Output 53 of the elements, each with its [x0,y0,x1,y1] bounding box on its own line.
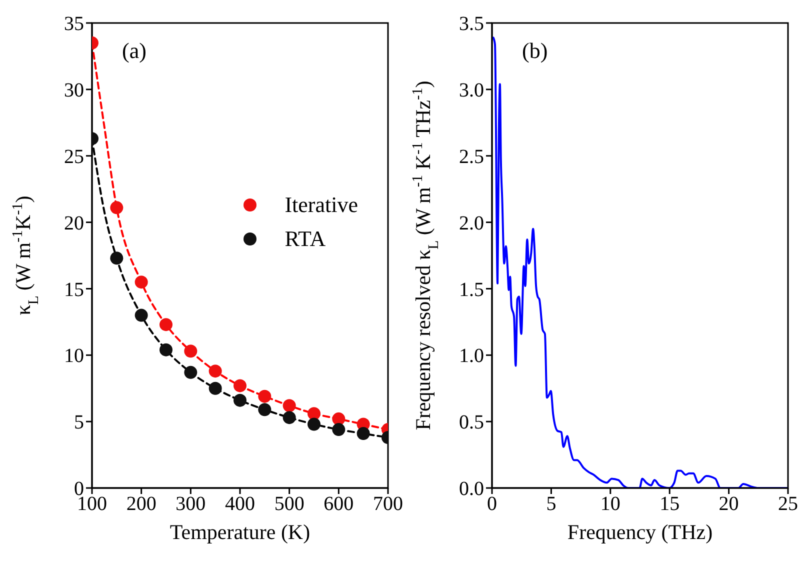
point [282,399,296,412]
point [134,276,148,289]
y-tick-label: 1.0 [459,345,484,368]
x-tick-label: 15 [660,493,680,516]
point [208,364,222,378]
y-tick-label: 5 [74,412,84,434]
legend-label: Iterative [284,192,358,218]
point [110,252,124,265]
point [234,379,246,392]
point [208,382,222,395]
point [110,201,124,214]
point [308,418,320,431]
point [332,423,346,436]
point [160,318,172,332]
y-tick-label: 3.5 [459,13,484,36]
point [258,403,272,416]
y-tick-label: 1.5 [459,278,484,301]
x-axis-title: Frequency (THz) [567,520,713,544]
annotation: (a) [122,38,146,63]
y-tick-label: 25 [64,146,84,168]
y-tick-label: 35 [64,13,84,36]
point [356,427,370,440]
y-tick-label: 3.0 [459,80,484,102]
point [160,343,172,356]
x-tick-label: 20 [718,493,739,516]
point [282,411,296,424]
y-tick-label: 30 [64,80,84,102]
x-tick-label: 25 [778,493,798,516]
point [234,394,246,407]
point [184,366,198,379]
point [258,390,272,403]
x-tick-label: 10 [600,493,620,516]
point [308,407,320,420]
y-tick-label: 2.0 [459,212,484,234]
legend-label: RTA [284,226,326,252]
y-tick-label: 10 [64,345,84,368]
y-tick-label: 2.5 [459,146,484,168]
x-tick-label: 500 [274,493,304,516]
x-tick-label: 200 [126,493,156,516]
annotation: (b) [522,38,548,63]
point [332,412,346,426]
point [184,344,198,358]
x-axis-title: Temperature (K) [170,520,310,544]
x-tick-label: 300 [176,493,206,516]
y-tick-label: 0.5 [459,412,484,434]
x-tick-label: 700 [373,493,403,516]
y-tick-label: 20 [64,212,84,234]
y-tick-label: 15 [64,278,84,301]
x-tick-label: 5 [546,493,556,516]
point [134,308,148,322]
x-tick-label: 400 [225,493,255,516]
y-tick-label: 0.0 [459,478,484,500]
x-tick-label: 600 [324,493,354,516]
